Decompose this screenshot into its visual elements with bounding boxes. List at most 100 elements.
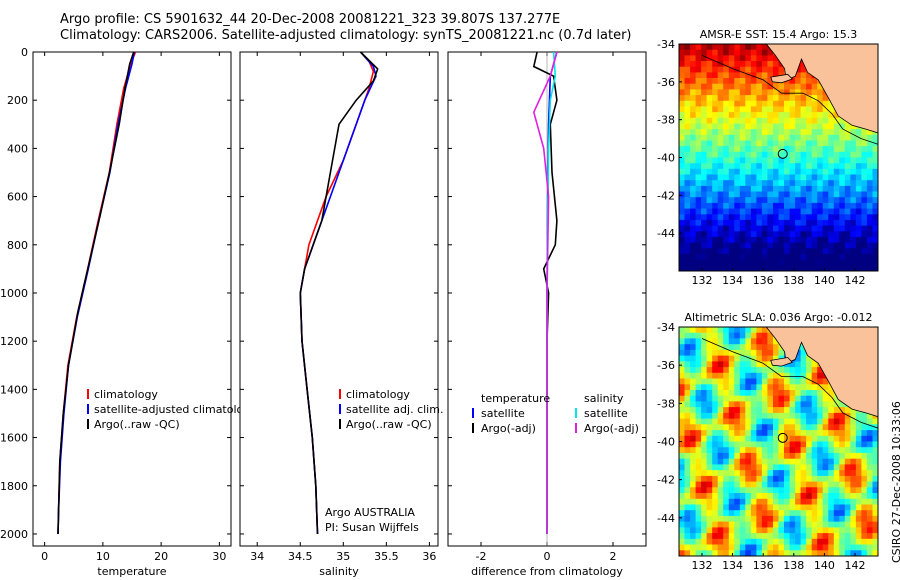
map-field xyxy=(679,44,878,271)
x-tick-label: 35.5 xyxy=(374,550,399,563)
legend-label: satellite-adjusted climatology xyxy=(94,403,257,416)
y-tick-label: -38 xyxy=(657,114,675,127)
legend-label: satellite xyxy=(481,407,525,420)
y-tick-label: -40 xyxy=(657,436,675,449)
difference-panel: -2 0 2 difference from climatology temperatu… xyxy=(447,51,647,578)
map-frame xyxy=(678,43,879,272)
island xyxy=(770,73,794,84)
legend-label: satellite adj. clim. xyxy=(346,403,443,416)
y-tick-label: -40 xyxy=(657,152,675,165)
y-tick-label: -34 xyxy=(657,321,675,334)
y-tick-label: 400 xyxy=(7,142,28,155)
series-line-0 xyxy=(546,51,558,534)
y-tick-label: 1200 xyxy=(0,335,28,348)
series-line-1 xyxy=(57,51,136,535)
y-tick-label: -42 xyxy=(657,189,675,202)
y-tick-label: -36 xyxy=(657,359,675,372)
y-tick-label: -38 xyxy=(657,397,675,410)
map-title: Altimetric SLA: 0.036 Argo: -0.012 xyxy=(685,311,873,324)
x-tick-label: 140 xyxy=(814,274,835,287)
series-line-0 xyxy=(299,51,375,535)
x-tick-label: 132 xyxy=(691,559,712,572)
x-tick-label: 10 xyxy=(96,550,110,563)
map-title: AMSR-E SST: 15.4 Argo: 15.3 xyxy=(700,28,858,41)
timestamp-stamp: CSIRO 27-Dec-2008 10:33:06 xyxy=(890,401,900,563)
y-tick-label: -44 xyxy=(657,512,675,525)
legend-label: climatology xyxy=(94,388,158,401)
series-line-3 xyxy=(532,51,558,534)
land-mass xyxy=(765,327,878,418)
x-tick-label: 36 xyxy=(422,550,436,563)
profile-title: Argo profile: CS 5901632_44 20-Dec-2008 … xyxy=(60,12,561,27)
y-tick-label: 1800 xyxy=(0,480,28,493)
island xyxy=(770,357,794,367)
y-tick-label: -34 xyxy=(657,38,675,51)
y-tick-label: 1600 xyxy=(0,432,28,445)
x-axis-label: difference from climatology xyxy=(471,565,623,578)
series-line-2 xyxy=(299,51,379,535)
y-tick-label: 2000 xyxy=(0,528,28,541)
series-line-2 xyxy=(57,51,135,535)
x-tick-label: 34 xyxy=(250,550,264,563)
x-tick-label: 142 xyxy=(845,274,866,287)
y-tick-label: -42 xyxy=(657,474,675,487)
y-tick-label: 1000 xyxy=(0,287,28,300)
y-tick-label: 800 xyxy=(7,239,28,252)
x-tick-label: 134 xyxy=(722,559,743,572)
x-tick-label: 138 xyxy=(783,559,804,572)
y-tick-label: -36 xyxy=(657,76,675,89)
legend-label: climatology xyxy=(346,388,410,401)
shelf-contour xyxy=(701,338,878,429)
series-line-0 xyxy=(57,51,137,535)
plot-frame xyxy=(239,51,439,547)
map-frame xyxy=(678,326,879,557)
argo-position-marker xyxy=(777,432,788,443)
land-mass xyxy=(765,44,878,134)
x-axis-label: salinity xyxy=(319,565,359,578)
x-tick-label: 2 xyxy=(610,550,617,563)
series-line-2 xyxy=(546,51,557,534)
x-tick-label: 34.5 xyxy=(288,550,313,563)
x-tick-label: -2 xyxy=(476,550,487,563)
legend-header: salinity xyxy=(584,392,624,405)
sla-map-panel: Altimetric SLA: 0.036 Argo: -0.012 132 134… xyxy=(657,311,879,572)
argo-position-marker xyxy=(777,148,788,159)
y-tick-label: 0 xyxy=(21,46,28,59)
annotation-line: PI: Susan Wijffels xyxy=(325,521,419,534)
legend-label: Argo(..raw -QC) xyxy=(346,418,432,431)
x-tick-label: 136 xyxy=(753,274,774,287)
legend-label: Argo(..raw -QC) xyxy=(94,418,180,431)
map-field xyxy=(679,327,878,556)
temperature-panel: 0 10 20 30 temperature 0 200 400 600 800 1000 1200 1… xyxy=(0,46,257,578)
x-tick-label: 136 xyxy=(753,559,774,572)
x-tick-label: 142 xyxy=(845,559,866,572)
x-tick-label: 132 xyxy=(691,274,712,287)
legend-header: temperature xyxy=(481,392,550,405)
x-tick-label: 134 xyxy=(722,274,743,287)
x-tick-label: 20 xyxy=(154,550,168,563)
plot-frame xyxy=(447,51,647,547)
x-tick-label: 140 xyxy=(814,559,835,572)
shelf-contour xyxy=(701,55,878,145)
x-tick-label: 0 xyxy=(41,550,48,563)
x-tick-label: 30 xyxy=(212,550,226,563)
y-tick-label: 600 xyxy=(7,191,28,204)
legend-label: satellite xyxy=(584,407,628,420)
y-tick-label: -44 xyxy=(657,227,675,240)
sst-map-panel: AMSR-E SST: 15.4 Argo: 15.3 132 134 136 138 1… xyxy=(657,28,879,287)
x-tick-label: 35 xyxy=(336,550,350,563)
y-tick-label: 1400 xyxy=(0,383,28,396)
climatology-title: Climatology: CARS2006. Satellite-adjuste… xyxy=(60,28,632,43)
series-line-1 xyxy=(299,51,377,535)
annotation-line: Argo AUSTRALIA xyxy=(325,506,415,519)
plot-frame xyxy=(32,51,232,547)
x-tick-label: 138 xyxy=(783,274,804,287)
legend-label: Argo(-adj) xyxy=(584,422,639,435)
salinity-panel: 34 34.5 35 35.5 36 salinity climatology satelli… xyxy=(239,51,443,578)
y-tick-label: 200 xyxy=(7,94,28,107)
legend-label: Argo(-adj) xyxy=(481,422,536,435)
x-tick-label: 0 xyxy=(544,550,551,563)
x-axis-label: temperature xyxy=(97,565,166,578)
series-line-1 xyxy=(532,51,558,534)
